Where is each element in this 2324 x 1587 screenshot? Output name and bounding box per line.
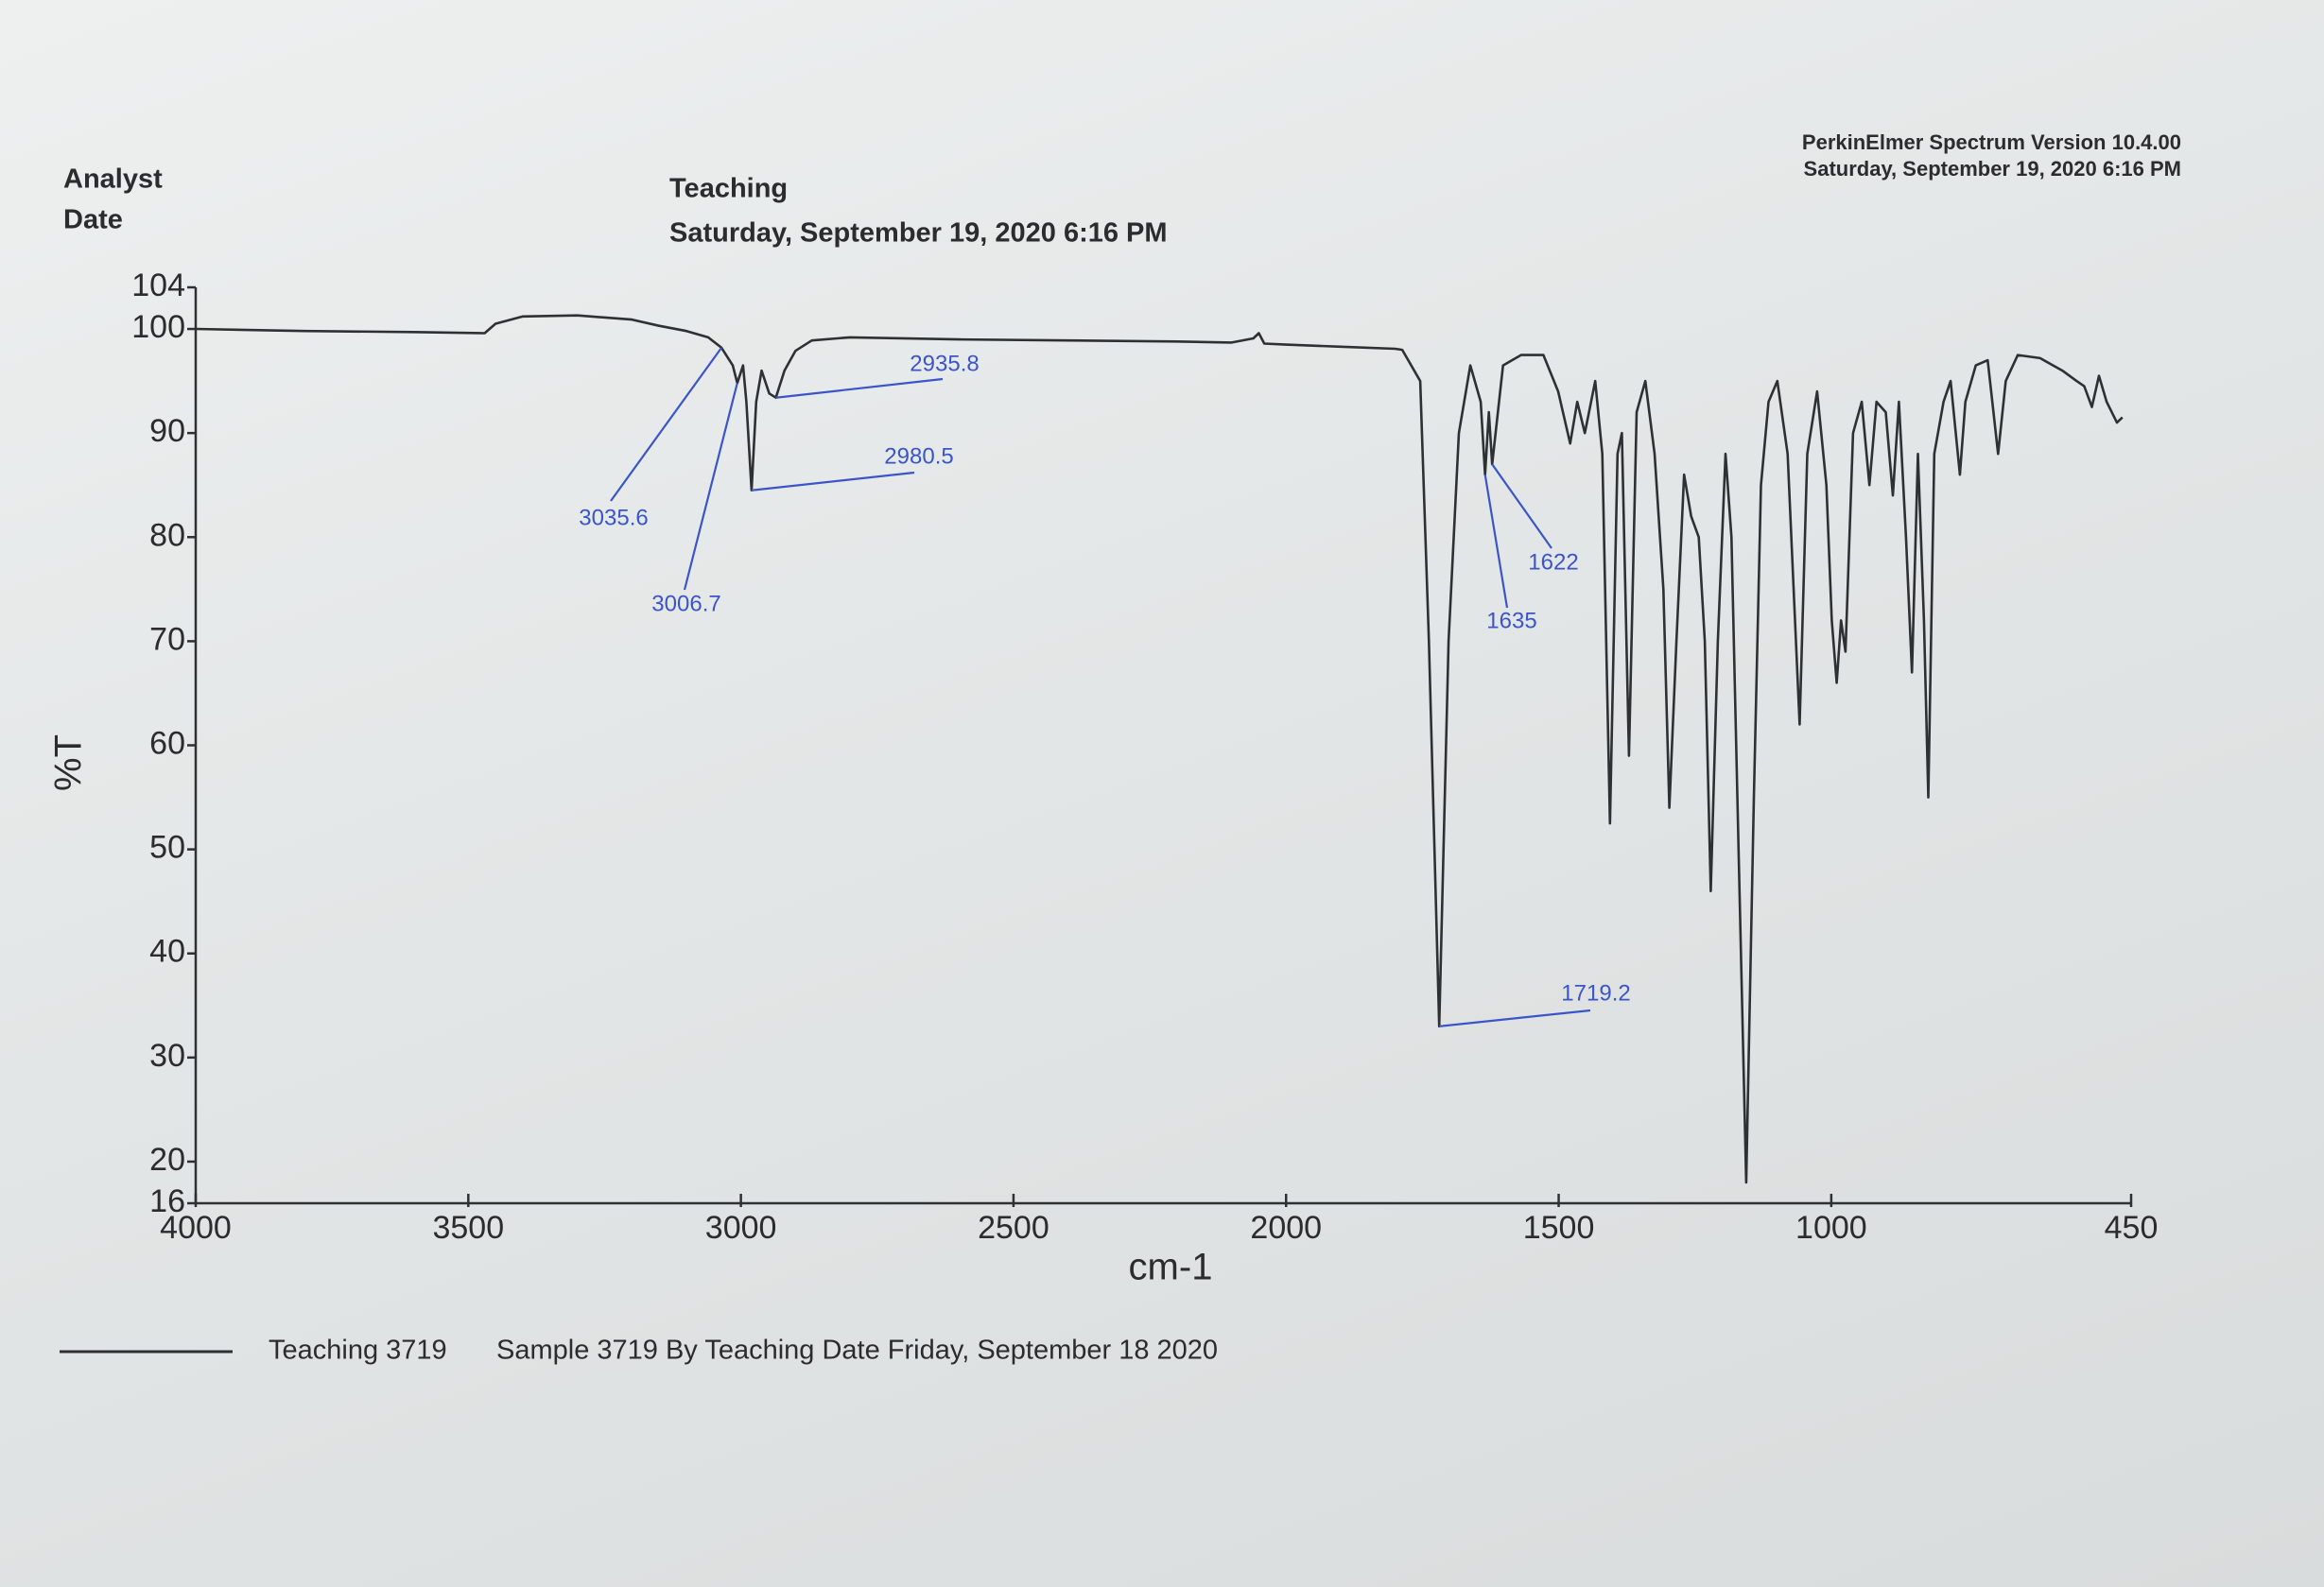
annotation-leader [1483, 474, 1509, 609]
annotation-leader [1491, 463, 1552, 549]
annotation-label: 3035.6 [579, 505, 648, 530]
y-tick-label: 50 [149, 830, 185, 866]
y-tick-label: 60 [149, 725, 185, 761]
annotation-label: 1635 [1486, 608, 1536, 633]
annotation-leader [683, 383, 738, 591]
annotation-leader [775, 377, 944, 399]
y-tick-label: 70 [149, 621, 185, 657]
y-tick-label: 16 [149, 1183, 185, 1219]
date-label: Date [63, 205, 123, 235]
x-tick-label: 3000 [705, 1210, 777, 1246]
legend-description: Sample 3719 By Teaching Date Friday, Sep… [496, 1336, 1218, 1366]
software: PerkinElmer Spectrum Version 10.4.00 [1802, 130, 2181, 154]
annotation-leader [1439, 1009, 1591, 1027]
annotation-label: 2935.8 [910, 351, 979, 376]
annotation-leader [610, 347, 722, 502]
annotation-label: 1622 [1528, 549, 1578, 575]
annotation-label: 3006.7 [651, 591, 720, 616]
x-tick-label: 2500 [978, 1210, 1049, 1246]
y-tick-label: 90 [149, 413, 185, 449]
y-tick-label: 40 [149, 934, 185, 970]
y-tick-label: 80 [149, 517, 185, 553]
y-tick-label: 20 [149, 1142, 185, 1178]
y-tick-label: 30 [149, 1038, 185, 1074]
y-axis-label: %T [48, 734, 90, 791]
y-tick-label: 104 [131, 267, 185, 303]
x-tick-label: 1500 [1523, 1210, 1595, 1246]
analyst-label: Analyst [63, 164, 163, 195]
x-tick-label: 3500 [432, 1210, 504, 1246]
analyst: Teaching [669, 174, 788, 204]
print-date: Saturday, September 19, 2020 6:16 PM [1804, 157, 2181, 181]
x-tick-label: 4000 [160, 1210, 232, 1246]
annotation-label: 1719.2 [1561, 980, 1630, 1006]
spectrum-line [195, 314, 2124, 1184]
x-tick-label: 450 [2105, 1210, 2159, 1246]
annotation-leader [751, 471, 915, 492]
x-axis-label: cm-1 [1129, 1247, 1213, 1288]
x-tick-label: 1000 [1795, 1210, 1867, 1246]
y-tick-label: 100 [131, 309, 185, 345]
legend-label: Teaching 3719 [269, 1336, 447, 1366]
annotation-label: 2980.5 [884, 443, 953, 469]
date: Saturday, September 19, 2020 6:16 PM [669, 218, 1168, 249]
x-tick-label: 2000 [1250, 1210, 1322, 1246]
